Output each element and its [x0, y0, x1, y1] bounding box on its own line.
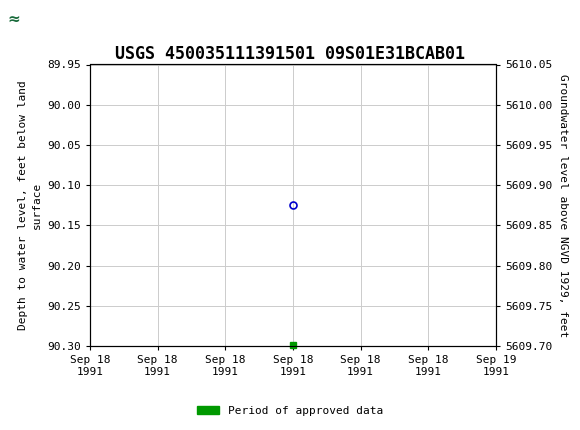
Text: ≈: ≈	[7, 12, 20, 27]
Legend: Period of approved data: Period of approved data	[193, 401, 387, 420]
Bar	[3, 3, 72, 37]
Y-axis label: Depth to water level, feet below land
surface: Depth to water level, feet below land su…	[17, 80, 42, 330]
Text: USGS 450035111391501 09S01E31BCAB01: USGS 450035111391501 09S01E31BCAB01	[115, 45, 465, 63]
Text: USGS: USGS	[32, 12, 74, 26]
Y-axis label: Groundwater level above NGVD 1929, feet: Groundwater level above NGVD 1929, feet	[558, 74, 568, 337]
